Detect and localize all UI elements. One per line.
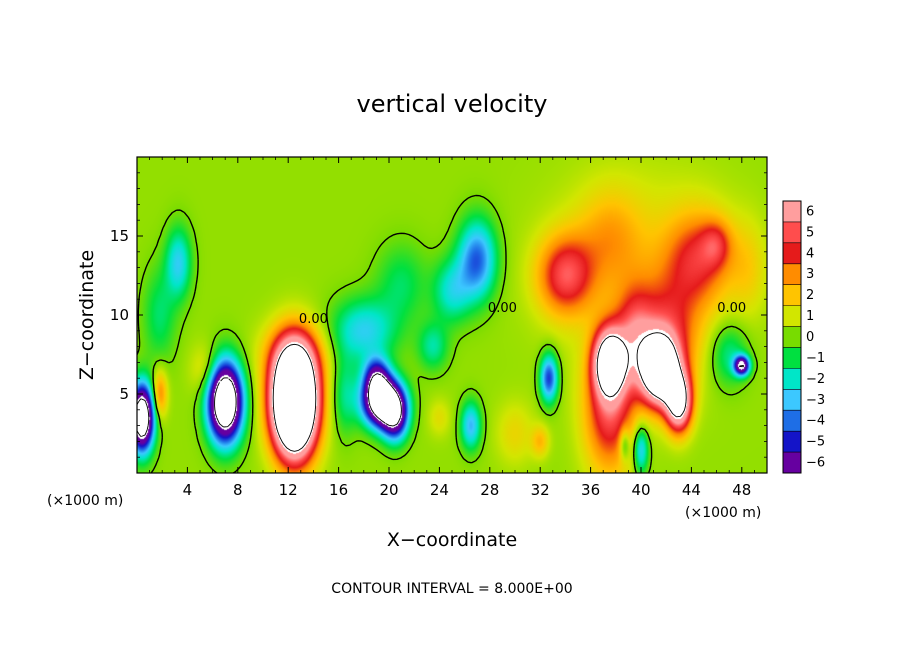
colorbar-label: 2 [806,288,814,303]
colorbar-label: −3 [806,393,825,408]
colorbar-swatch [783,221,801,244]
colorbar-swatch [783,410,801,432]
zero-contour-lines [136,194,758,474]
colorbar-label: 4 [806,246,814,261]
x-tick-label: 16 [329,481,348,499]
colorbar: 6 5 4 3 2 1 0 −1 −2 −3 −4 −5 −6 [782,200,825,474]
colorbar-label: 1 [806,309,814,324]
colorbar-label: −4 [806,414,825,429]
x-tick-label: 4 [183,481,193,499]
colorbar-swatch [783,452,801,474]
contour-negative [136,364,745,438]
contour-zero [136,194,758,474]
colorbar-swatch [783,284,801,307]
colorbar-swatch [783,347,801,369]
colorbar-label: 5 [806,225,814,240]
colorbar-swatch [783,368,801,390]
contour-label: 0.00 [299,312,328,327]
y-tick-label: 5 [119,385,129,403]
colorbar-swatch [783,242,801,265]
colorbar-label: 0 [806,330,814,345]
y-axis-ticks: 5 10 15 [110,172,767,458]
velocity-field [137,157,767,473]
colorbar-swatch [783,431,801,453]
y-axis-label: Z−coordinate [76,250,98,380]
x-tick-label: 8 [233,481,243,499]
x-tick-label: 12 [279,481,298,499]
colorbar-swatch [783,389,801,411]
colorbar-label: −5 [806,435,825,450]
colorbar-label: −6 [806,456,825,471]
chart-title: vertical velocity [357,90,548,118]
colorbar-swatch [783,305,801,328]
x-tick-label: 24 [430,481,449,499]
contour-labels: 0.00 0.00 0.00 [299,301,746,327]
x-unit-label-right: (×1000 m) [685,505,761,521]
y-tick-label: 15 [110,227,129,245]
contour-label: 0.00 [488,301,517,316]
colorbar-label: 3 [806,267,814,282]
x-tick-label: 28 [480,481,499,499]
x-axis-ticks: 4 8 12 16 20 24 28 32 36 40 44 48 [149,157,755,499]
y-tick-label: 10 [110,306,129,324]
contour-interval-footer: CONTOUR INTERVAL = 8.000E+00 [331,581,572,597]
plot-area: 0.00 0.00 0.00 [136,156,768,474]
x-tick-label: 20 [379,481,398,499]
colorbar-label: 6 [806,204,814,219]
colorbar-swatch [783,263,801,286]
x-tick-label: 44 [682,481,701,499]
x-tick-label: 36 [581,481,600,499]
contour-positive [272,332,687,452]
x-unit-label-left: (×1000 m) [47,493,123,509]
colorbar-swatch [783,326,801,348]
x-tick-label: 48 [732,481,751,499]
colorbar-label: −2 [806,372,825,387]
x-axis-label: X−coordinate [387,529,517,551]
x-tick-label: 32 [531,481,550,499]
x-tick-label: 40 [631,481,650,499]
colorbar-swatch [783,201,801,223]
contour-label: 0.00 [717,301,746,316]
colorbar-label: −1 [806,351,825,366]
